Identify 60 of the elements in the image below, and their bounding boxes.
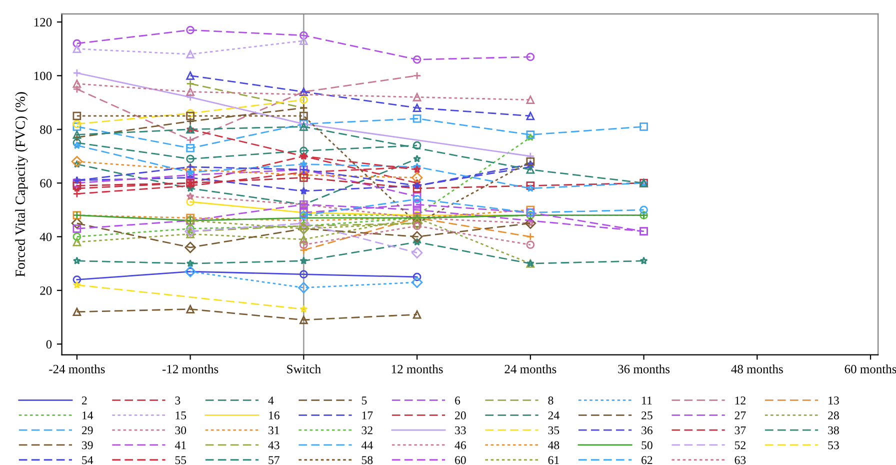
legend-label: 61 <box>548 456 559 464</box>
y-tick-label: 20 <box>40 286 52 295</box>
legend-label: 54 <box>82 456 94 464</box>
legend-label: 20 <box>455 411 466 420</box>
legend-label: 4 <box>268 396 274 404</box>
legend-label: 58 <box>362 456 373 464</box>
legend-label: 12 <box>735 396 746 404</box>
legend-label: 16 <box>269 411 280 420</box>
x-tick-label: 48 months <box>731 364 783 374</box>
legend-label: 38 <box>828 426 839 434</box>
legend-label: 52 <box>735 441 746 450</box>
legend-label: 41 <box>174 441 186 450</box>
legend-label: 37 <box>734 426 746 434</box>
legend-label: 14 <box>82 411 94 420</box>
x-tick-label: 24 months <box>504 364 556 374</box>
legend-label: 31 <box>268 426 280 434</box>
y-tick-label: 0 <box>46 340 52 349</box>
legend-label: 39 <box>82 441 93 450</box>
legend-label: 6 <box>455 396 460 404</box>
y-axis-title: Forced Vital Capacity (FVC) (%) <box>15 92 28 277</box>
legend-label: 50 <box>642 441 652 450</box>
legend-label: 32 <box>362 426 372 434</box>
legend-label: 28 <box>828 411 839 420</box>
legend-label: 63 <box>734 456 746 464</box>
legend-label: 29 <box>82 426 93 434</box>
legend-label: 33 <box>455 426 466 434</box>
legend-label: 25 <box>642 411 652 420</box>
x-tick-label: 36 months <box>618 364 670 374</box>
legend-label: 8 <box>548 396 554 404</box>
legend-label: 55 <box>175 456 186 464</box>
legend-label: 5 <box>362 396 367 404</box>
legend-label: 35 <box>548 426 560 434</box>
legend-label: 11 <box>642 396 652 404</box>
legend-label: 53 <box>828 441 839 450</box>
y-tick-label: 40 <box>40 232 52 242</box>
legend-label: 60 <box>455 456 466 464</box>
legend-label: 30 <box>175 426 186 434</box>
legend-label: 17 <box>362 411 373 420</box>
x-tick-label: 12 months <box>392 364 443 374</box>
y-tick-label: 80 <box>40 125 52 134</box>
x-tick-label: -12 months <box>162 364 218 374</box>
legend-label: 46 <box>454 441 466 450</box>
legend-label: 3 <box>175 396 180 404</box>
legend-label: 57 <box>268 456 280 464</box>
legend-label: 62 <box>642 456 652 464</box>
x-tick-label: 60 months <box>844 364 896 374</box>
y-tick-label: 120 <box>34 18 52 26</box>
legend-label: 36 <box>642 426 652 434</box>
y-tick-label: 100 <box>34 72 52 80</box>
x-tick-label: Switch <box>287 364 321 374</box>
x-tick-label: -24 months <box>49 364 105 374</box>
legend-label: 43 <box>268 441 280 450</box>
legend-label: 48 <box>548 441 560 450</box>
legend-label: 27 <box>734 411 746 420</box>
legend-label: 15 <box>176 411 186 420</box>
legend-label: 24 <box>548 411 560 420</box>
legend-label: 44 <box>361 441 373 450</box>
legend-label: 13 <box>828 396 839 404</box>
legend-label: 2 <box>82 396 87 404</box>
y-tick-label: 60 <box>40 179 52 188</box>
